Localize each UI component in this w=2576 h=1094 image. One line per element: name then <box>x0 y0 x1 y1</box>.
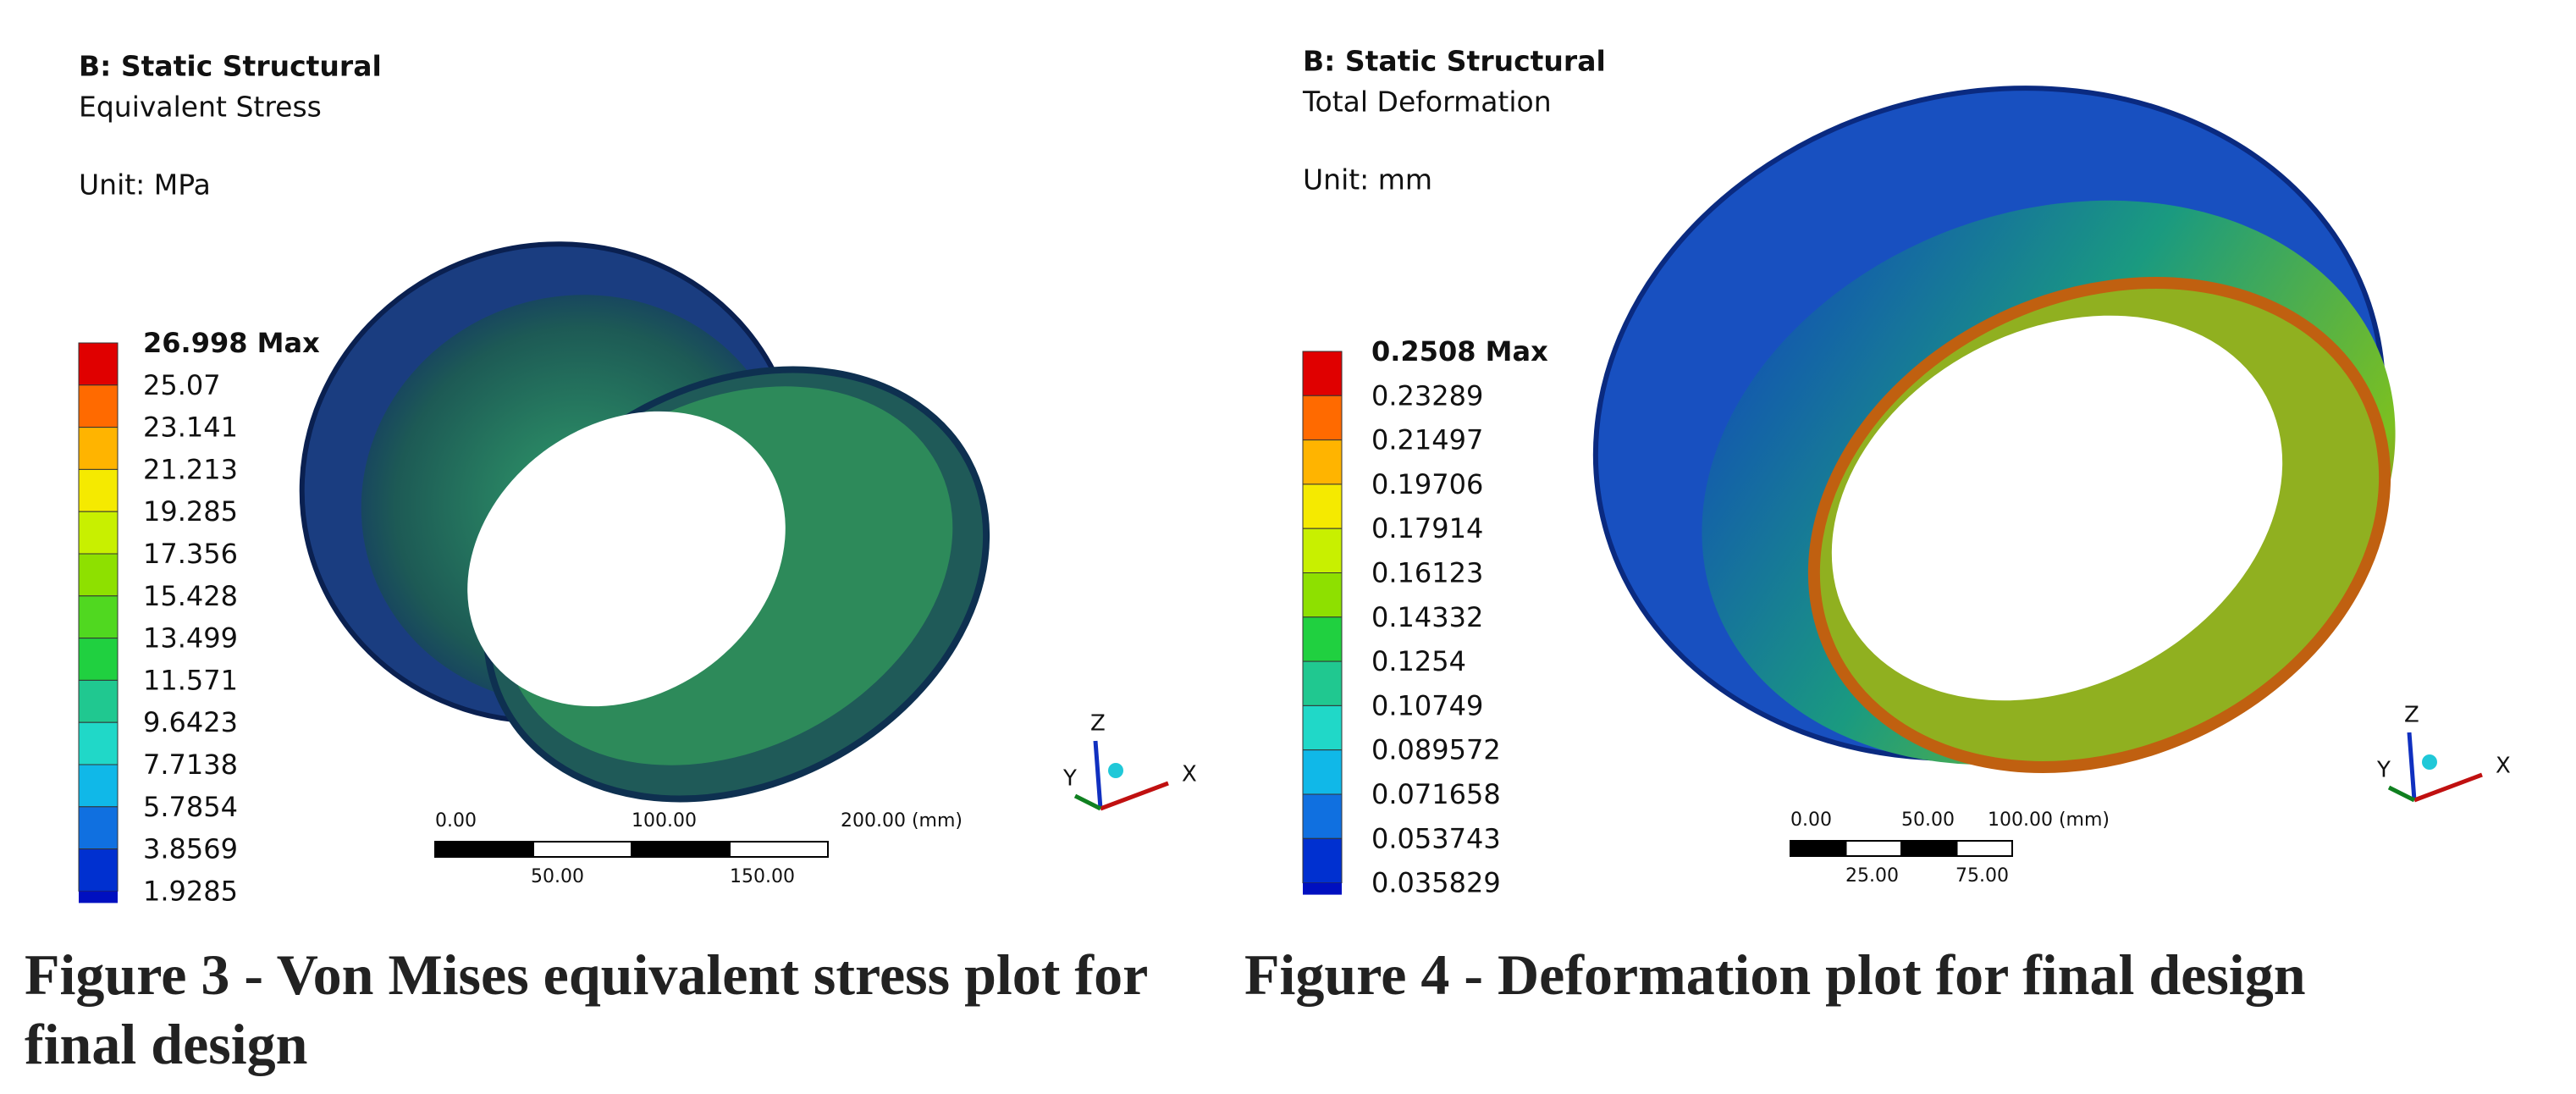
legend-swatch <box>1303 661 1342 705</box>
legend-swatch <box>79 638 118 681</box>
axis-y <box>1075 796 1100 809</box>
scale-bar-segment <box>730 842 828 857</box>
scale-label: 50.00 <box>1901 809 1955 831</box>
legend-swatch <box>1303 883 1342 895</box>
scale-label: 0.00 <box>1790 809 1832 831</box>
legend-swatch <box>79 807 118 849</box>
legend-label: 0.10749 <box>1371 689 1483 721</box>
scale-label: 200.00 (mm) <box>841 810 963 832</box>
header-title: B: Static Structural <box>1303 45 1606 78</box>
legend-swatch <box>1303 617 1342 661</box>
stress-model <box>234 174 1062 883</box>
legend-swatch <box>79 469 118 511</box>
legend-swatch <box>79 343 118 385</box>
scale-label: 25.00 <box>1845 865 1899 887</box>
figures: B: Static Structural Equivalent Stress Uni… <box>0 0 2576 1094</box>
figure-caption: Figure 4 - Deformation plot for final de… <box>1244 940 2514 1009</box>
triad-label: Z <box>2404 703 2419 728</box>
scale-label: 150.00 <box>730 866 795 887</box>
legend-label: 0.089572 <box>1371 734 1501 766</box>
legend-swatch <box>1303 838 1342 882</box>
axis-x <box>2414 775 2482 800</box>
legend-label: 0.19706 <box>1371 468 1483 500</box>
legend-swatch <box>1303 395 1342 439</box>
legend-swatch <box>79 722 118 765</box>
triad-label: Y <box>1062 766 1077 792</box>
legend-swatch <box>79 428 118 470</box>
scale-bar-segment <box>435 842 533 857</box>
legend-label: 19.285 <box>143 495 238 528</box>
legend-label: 21.213 <box>143 453 238 485</box>
scale-label: 75.00 <box>1955 865 2009 887</box>
legend-label: 0.14332 <box>1371 601 1483 633</box>
scale-bar-segment <box>1846 841 1902 856</box>
header-title: B: Static Structural <box>79 50 382 83</box>
legend-label: 7.7138 <box>143 749 238 781</box>
scale-bar-segment <box>533 842 632 857</box>
legend-label: 0.053743 <box>1371 822 1501 854</box>
legend-label: 0.23289 <box>1371 379 1483 412</box>
legend-label: 9.6423 <box>143 706 238 738</box>
legend-swatch <box>79 765 118 807</box>
legend-label: 1.9285 <box>143 875 238 907</box>
legend-label: 0.035829 <box>1371 867 1501 899</box>
axis-z <box>2409 732 2414 800</box>
triad-label: X <box>2496 754 2511 779</box>
legend-swatch <box>1303 794 1342 838</box>
scale-bar-segment <box>1901 841 1957 856</box>
header-subtitle: Total Deformation <box>1302 86 1552 119</box>
legend-swatch <box>79 680 118 722</box>
header-subtitle: Equivalent Stress <box>79 91 322 124</box>
header-unit: Unit: MPa <box>79 169 211 202</box>
legend-label: 13.499 <box>143 622 238 655</box>
legend-swatch <box>79 385 118 428</box>
triad-ball <box>1108 763 1123 778</box>
legend-swatch <box>1303 351 1342 395</box>
legend-label: 0.21497 <box>1371 424 1483 456</box>
triad-ball <box>2422 754 2437 770</box>
legend-swatch <box>79 891 118 903</box>
figure-caption: Figure 3 - Von Mises equivalent stress p… <box>25 940 1227 1079</box>
legend-swatch <box>79 596 118 638</box>
legend-label: 0.2508 Max <box>1371 335 1548 367</box>
legend-label: 17.356 <box>143 538 238 570</box>
axis-y <box>2389 787 2414 800</box>
legend-label: 0.17914 <box>1371 512 1483 544</box>
scale-bar-segment <box>1957 841 2013 856</box>
legend-swatch <box>1303 573 1342 617</box>
header-unit: Unit: mm <box>1303 163 1432 196</box>
legend-label: 25.07 <box>143 369 221 401</box>
legend-label: 0.16123 <box>1371 557 1483 589</box>
scale-bar-segment <box>1790 841 1846 856</box>
axis-x <box>1100 783 1168 809</box>
triad-label: X <box>1182 762 1197 787</box>
legend-label: 26.998 Max <box>143 327 320 359</box>
legend-label: 3.8569 <box>143 833 238 865</box>
scale-label: 100.00 <box>632 810 697 832</box>
legend-label: 11.571 <box>143 664 238 696</box>
legend-swatch <box>1303 750 1342 794</box>
scale-bar-segment <box>632 842 730 857</box>
legend-swatch <box>79 511 118 554</box>
deformation-model <box>1520 2 2475 859</box>
triad-label: Y <box>2376 758 2391 783</box>
legend-label: 15.428 <box>143 580 238 612</box>
legend-swatch <box>1303 440 1342 484</box>
legend-swatch <box>79 849 118 892</box>
legend-label: 0.1254 <box>1371 645 1466 677</box>
legend-swatch <box>1303 528 1342 572</box>
legend-swatch <box>79 554 118 596</box>
page: B: Static Structural Equivalent Stress Uni… <box>0 0 2576 1094</box>
legend-label: 23.141 <box>143 412 238 444</box>
axis-z <box>1095 741 1100 809</box>
legend-swatch <box>1303 484 1342 528</box>
scale-label: 50.00 <box>531 866 584 887</box>
triad-label: Z <box>1090 711 1106 737</box>
legend-label: 0.071658 <box>1371 778 1501 810</box>
scale-label: 0.00 <box>435 810 477 832</box>
legend-label: 5.7854 <box>143 791 238 823</box>
scale-label: 100.00 (mm) <box>1988 809 2110 831</box>
legend-swatch <box>1303 705 1342 749</box>
